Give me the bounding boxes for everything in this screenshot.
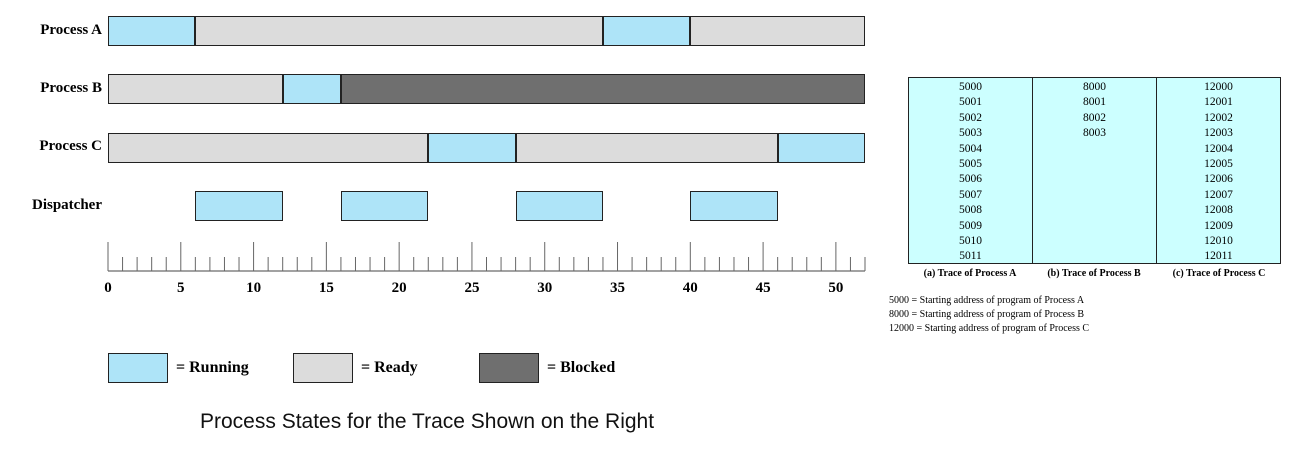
axis-tick-label: 50	[828, 280, 843, 296]
dispatcher-label: Dispatcher	[32, 197, 102, 213]
trace-address: 12006	[1204, 173, 1233, 186]
trace-b-label: (b) Trace of Process B	[1047, 268, 1141, 279]
trace-address: 8001	[1083, 96, 1106, 109]
state-segment-running	[515, 191, 603, 221]
axis-tick-label: 10	[246, 280, 261, 296]
trace-address: 12009	[1204, 219, 1233, 232]
trace-address: 8003	[1083, 127, 1106, 140]
state-segment-running	[340, 191, 429, 221]
trace-address: 12003	[1204, 127, 1233, 140]
trace-address: 5006	[959, 173, 982, 186]
process-a-label: Process A	[40, 22, 102, 38]
trace-address: 5009	[959, 219, 982, 232]
legend-running-swatch	[108, 353, 168, 383]
note-process-c: 12000 = Starting address of program of P…	[889, 323, 1090, 334]
process-c-label: Process C	[39, 138, 102, 154]
trace-address: 8000	[1083, 81, 1106, 93]
axis-tick-label: 5	[177, 280, 185, 296]
trace-column-c: 12000 12001 12002 12003 12004 12005 12006 12007…	[1157, 78, 1280, 263]
state-segment-ready	[690, 16, 865, 46]
process-b-label: Process B	[40, 80, 102, 96]
axis-tick-label: 30	[537, 280, 552, 296]
trace-column-b: 8000 8001 8002 8003	[1033, 78, 1157, 263]
trace-address: 12011	[1204, 250, 1233, 263]
trace-c-label: (c) Trace of Process C	[1172, 268, 1266, 279]
trace-a-label: (a) Trace of Process A	[923, 268, 1017, 279]
axis-tick-label: 0	[104, 280, 112, 296]
trace-address: 12001	[1204, 96, 1233, 109]
state-segment-running	[108, 16, 196, 46]
trace-address: 5003	[959, 127, 982, 140]
legend-ready-swatch	[293, 353, 353, 383]
state-segment-ready	[108, 133, 429, 163]
axis-tick-label: 35	[610, 280, 625, 296]
state-segment-running	[428, 133, 516, 163]
state-segment-running	[282, 74, 341, 104]
legend-ready-label: = Ready	[361, 359, 418, 376]
time-axis: 0 5 10 15 20 25 30 35 40 45 50	[104, 242, 866, 296]
trace-address: 12000	[1204, 81, 1233, 93]
state-segment-running	[602, 16, 691, 46]
diagram-caption: Process States for the Trace Shown on th…	[200, 410, 655, 433]
state-segment-running	[690, 191, 778, 221]
note-process-b: 8000 = Starting address of program of Pr…	[889, 309, 1085, 320]
trace-address: 5011	[959, 250, 982, 263]
trace-address: 12008	[1204, 204, 1233, 217]
axis-tick-label: 15	[319, 280, 334, 296]
trace-address: 5002	[959, 111, 982, 124]
trace-address: 5010	[959, 235, 982, 248]
trace-table: 5000 5001 5002 5003 5004 5005 5006 5007 5008 5009…	[908, 77, 1281, 264]
trace-address: 12007	[1204, 188, 1233, 201]
axis-tick-label: 25	[464, 280, 479, 296]
trace-address: 5008	[959, 204, 982, 217]
trace-address: 12010	[1204, 235, 1233, 248]
trace-address: 12002	[1204, 111, 1233, 124]
legend-running-label: = Running	[176, 359, 249, 376]
state-segment-blocked	[340, 74, 865, 104]
state-segment-running	[195, 191, 283, 221]
trace-address: 5001	[959, 96, 982, 109]
axis-tick-label: 45	[756, 280, 771, 296]
trace-address: 8002	[1083, 111, 1106, 124]
state-segment-ready	[195, 16, 603, 46]
trace-address: 5004	[959, 142, 982, 155]
note-process-a: 5000 = Starting address of program of Pr…	[889, 295, 1085, 306]
state-segment-ready	[108, 74, 283, 104]
trace-address: 12005	[1204, 158, 1233, 171]
trace-address: 12004	[1204, 142, 1233, 155]
state-segment-running	[777, 133, 865, 163]
legend-blocked-label: = Blocked	[547, 359, 616, 376]
axis-tick-label: 40	[683, 280, 698, 296]
trace-address: 5000	[959, 81, 982, 93]
trace-address: 5005	[959, 158, 982, 171]
legend-blocked-swatch	[479, 353, 539, 383]
trace-column-a: 5000 5001 5002 5003 5004 5005 5006 5007 5008 5009…	[909, 78, 1033, 263]
trace-address: 5007	[959, 188, 982, 201]
state-segment-ready	[515, 133, 778, 163]
axis-tick-label: 20	[392, 280, 407, 296]
